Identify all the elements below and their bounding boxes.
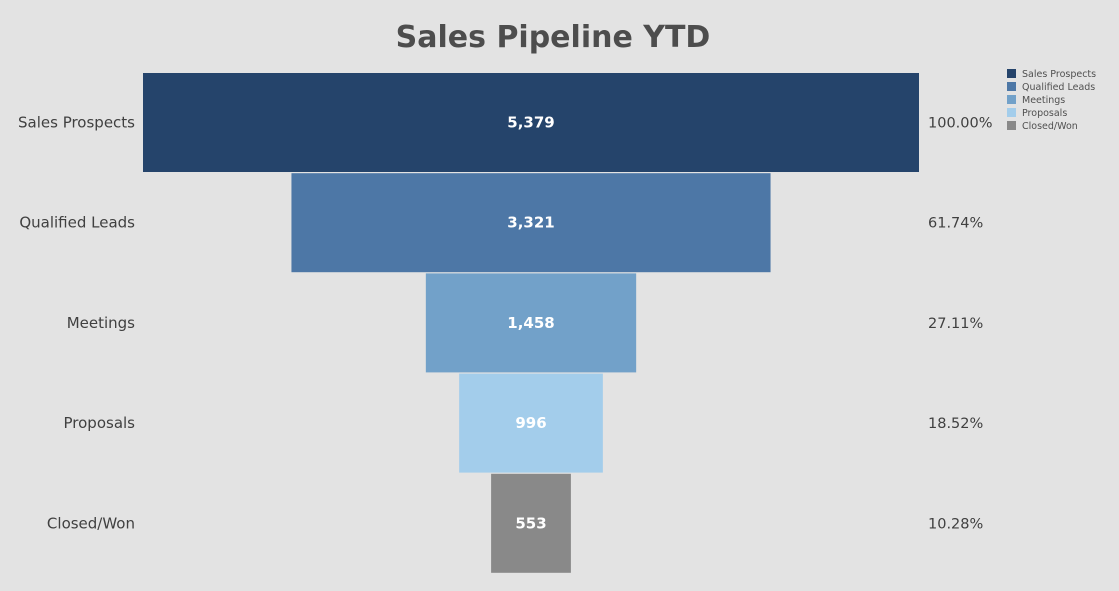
legend-swatch [1007,95,1016,104]
value-label: 553 [515,514,546,532]
category-label: Qualified Leads [19,214,135,232]
value-label: 5,379 [507,114,554,132]
percent-label: 27.11% [928,316,983,332]
chart-title: Sales Pipeline YTD [396,20,711,55]
category-label: Meetings [67,314,135,332]
percent-label: 18.52% [928,416,983,432]
legend-label: Closed/Won [1022,121,1078,132]
funnel-bar-1 [143,73,919,172]
percent-labels: 100.00% 61.74% 27.11% 18.52% 10.28% [928,116,993,533]
legend-label: Meetings [1022,95,1065,106]
percent-label: 10.28% [928,516,983,532]
legend-label: Sales Prospects [1022,69,1096,80]
legend-swatch [1007,108,1016,117]
legend-swatch [1007,69,1016,78]
category-label: Sales Prospects [18,114,135,132]
value-label: 1,458 [507,314,554,332]
funnel-bar-4 [459,373,603,473]
value-label: 996 [515,414,546,432]
category-labels: Sales Prospects Qualified Leads Meetings Pr… [18,114,135,533]
percent-label: 100.00% [928,116,993,132]
legend-swatch [1007,82,1016,91]
funnel-bars [143,73,919,573]
legend-swatch [1007,121,1016,130]
value-label: 3,321 [507,214,554,232]
value-labels: 5,379 3,321 1,458 996 553 [507,114,554,533]
funnel-bar-3 [425,273,637,373]
category-label: Closed/Won [47,514,135,532]
category-label: Proposals [64,414,136,432]
funnel-bar-2 [291,173,771,273]
legend-label: Proposals [1022,108,1067,119]
legend-label: Qualified Leads [1022,82,1095,93]
funnel-bar-5 [491,473,571,573]
legend: Sales Prospects Qualified Leads Meetings Pr… [1007,69,1096,132]
percent-label: 61.74% [928,216,983,232]
